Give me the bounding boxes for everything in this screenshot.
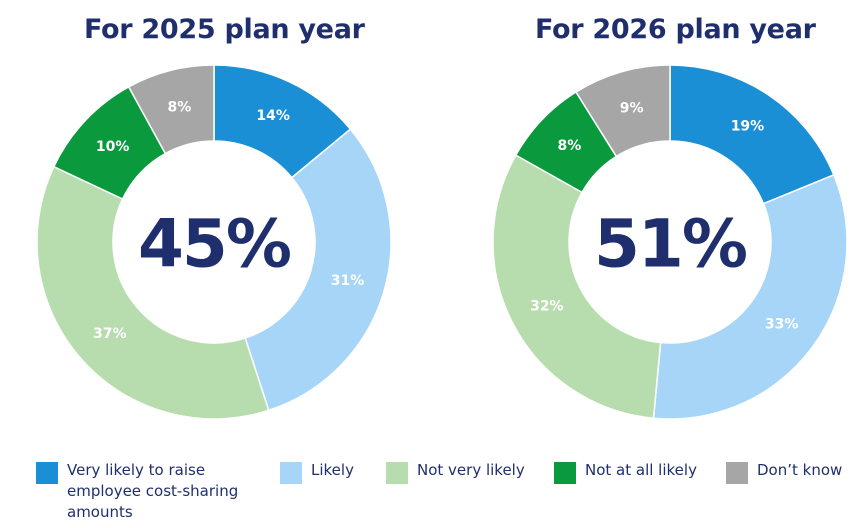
legend-item-not-very-likely: Not very likely <box>386 460 525 484</box>
legend-swatch-dont-know <box>726 462 748 484</box>
slice-likely <box>244 128 392 412</box>
center-value: 45% <box>138 206 291 283</box>
data-label-likely: 31% <box>331 273 365 289</box>
data-label-likely: 33% <box>765 317 799 333</box>
data-label-dont-know: 8% <box>168 99 192 115</box>
center-value: 51% <box>594 206 747 283</box>
chart-title-2026: For 2026 plan year <box>535 14 816 45</box>
slice-likely <box>652 173 848 420</box>
chart-title-2025: For 2025 plan year <box>84 14 365 45</box>
legend-label-likely: Likely <box>311 461 354 479</box>
legend-label-very-likely: Very likely to raise employee cost-shari… <box>67 461 239 521</box>
data-label-not-at-all-likely: 8% <box>558 138 582 154</box>
data-label-not-very-likely: 37% <box>93 326 127 342</box>
chart-legend: Very likely to raise employee cost-shari… <box>36 460 864 528</box>
legend-item-likely: Likely <box>280 460 354 484</box>
legend-swatch-not-at-all-likely <box>554 462 576 484</box>
data-label-very-likely: 14% <box>256 108 290 124</box>
slice-not-very-likely <box>36 165 270 420</box>
legend-swatch-very-likely <box>36 462 58 484</box>
slice-dont-know <box>127 64 215 155</box>
data-label-not-very-likely: 32% <box>530 298 564 314</box>
legend-swatch-not-very-likely <box>386 462 408 484</box>
legend-item-not-at-all-likely: Not at all likely <box>554 460 697 484</box>
legend-label-not-very-likely: Not very likely <box>417 461 525 479</box>
legend-label-not-at-all-likely: Not at all likely <box>585 461 697 479</box>
legend-label-dont-know: Don’t know <box>757 461 843 479</box>
legend-item-dont-know: Don’t know <box>726 460 842 484</box>
data-label-not-at-all-likely: 10% <box>96 139 130 155</box>
legend-item-very-likely: Very likely to raise employee cost-shari… <box>36 460 251 523</box>
data-label-very-likely: 19% <box>731 119 765 135</box>
data-label-dont-know: 9% <box>620 100 644 116</box>
slice-dont-know <box>574 64 671 158</box>
slice-not-very-likely <box>492 154 662 420</box>
legend-swatch-likely <box>280 462 302 484</box>
